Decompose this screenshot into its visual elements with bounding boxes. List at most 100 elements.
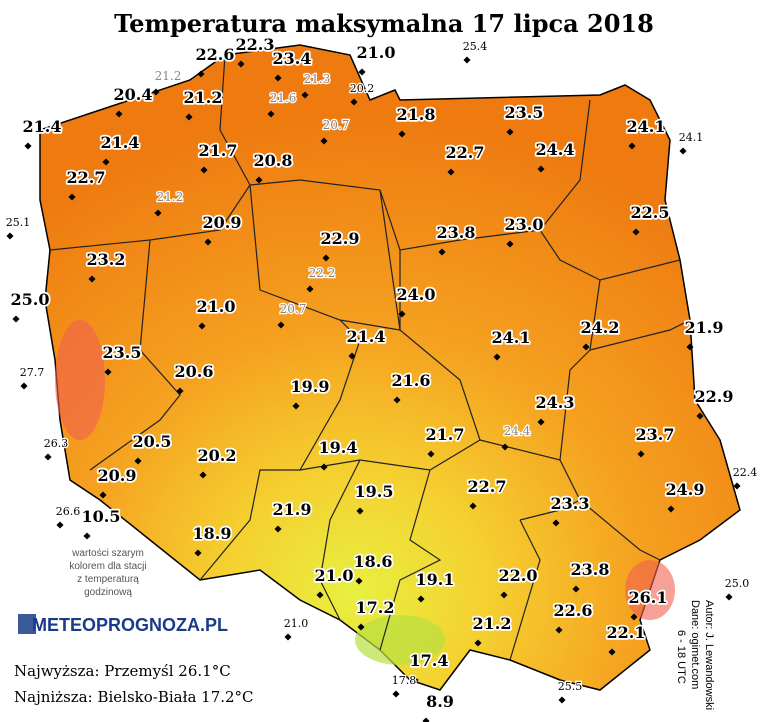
station-dot xyxy=(358,68,366,76)
station-value: 24.1 xyxy=(627,117,666,136)
station-dot xyxy=(348,352,356,360)
logo-icon xyxy=(18,614,36,634)
station-dot xyxy=(393,396,401,404)
station-dot xyxy=(154,209,162,217)
station-dot xyxy=(733,482,741,490)
note-line: wartości szarym xyxy=(71,548,144,559)
station-value: 23.0 xyxy=(505,215,544,234)
station-dot xyxy=(667,505,675,513)
station-value: 21.4 xyxy=(23,117,62,136)
station-dot xyxy=(572,585,580,593)
station-dot xyxy=(447,168,455,176)
station-dot xyxy=(24,142,32,150)
station-value: 25.0 xyxy=(725,577,750,590)
station-value: 23.4 xyxy=(273,49,312,68)
station-dot xyxy=(630,613,638,621)
map-title: Temperatura maksymalna 17 lipca 2018 xyxy=(114,9,654,38)
station-dot xyxy=(628,142,636,150)
station-dot xyxy=(88,275,96,283)
min-info: Najniższa: Bielsko-Biała 17.2°C xyxy=(14,688,254,706)
station-dot xyxy=(537,418,545,426)
station-dot xyxy=(696,412,704,420)
station-value: 24.3 xyxy=(536,393,575,412)
station-value: 23.5 xyxy=(103,343,142,362)
station-dot xyxy=(474,639,482,647)
station-dot xyxy=(398,130,406,138)
station-dot xyxy=(274,74,282,82)
station-value: 21.0 xyxy=(284,617,309,630)
station-value: 22.7 xyxy=(67,168,106,187)
station-dot xyxy=(398,310,406,318)
note-line: godzinową xyxy=(84,587,132,598)
credit: 6 - 18 UTC xyxy=(675,630,687,684)
station-dot xyxy=(427,450,435,458)
station-dot xyxy=(725,593,733,601)
station-value: 21.0 xyxy=(315,566,354,585)
station-value: 22.6 xyxy=(554,601,593,620)
station-value: 21.6 xyxy=(270,91,297,105)
station-dot xyxy=(204,238,212,246)
station-dot xyxy=(102,158,110,166)
station-value: 23.3 xyxy=(551,494,590,513)
station-value: 19.9 xyxy=(291,377,330,396)
station-value: 22.2 xyxy=(309,266,336,280)
station-value: 27.7 xyxy=(20,366,45,379)
station-value: 23.8 xyxy=(571,560,610,579)
station-value: 19.5 xyxy=(355,482,394,501)
station-dot xyxy=(277,321,285,329)
station-dot xyxy=(555,626,563,634)
station-dot xyxy=(422,717,430,722)
station-dot xyxy=(493,353,501,361)
country-shape xyxy=(39,44,741,691)
station-value: 20.5 xyxy=(133,432,172,451)
note-line: z temperaturą xyxy=(77,574,139,585)
station-value: 22.9 xyxy=(695,387,734,406)
station-dot xyxy=(199,471,207,479)
logo: METEOPROGNOZA.PL xyxy=(32,615,228,635)
station-value: 23.8 xyxy=(437,223,476,242)
station-value: 22.7 xyxy=(446,143,485,162)
station-dot xyxy=(68,193,76,201)
region-borders xyxy=(49,54,691,661)
station-dot xyxy=(316,591,324,599)
station-value: 22.0 xyxy=(499,566,538,585)
station-dot xyxy=(320,463,328,471)
station-dot xyxy=(552,519,560,527)
station-dot xyxy=(185,113,193,121)
station-dot xyxy=(56,521,64,529)
station-value: 21.4 xyxy=(101,133,140,152)
station-dot xyxy=(83,532,91,540)
station-dot xyxy=(198,322,206,330)
station-value: 21.9 xyxy=(273,500,312,519)
station-value: 10.5 xyxy=(82,507,121,526)
station-value: 21.7 xyxy=(426,425,465,444)
station-dot xyxy=(194,549,202,557)
station-value: 21.2 xyxy=(473,614,512,633)
station-dot xyxy=(176,387,184,395)
station-value: 18.6 xyxy=(354,552,393,571)
station-value: 21.0 xyxy=(197,297,236,316)
station-value: 26.3 xyxy=(44,437,69,450)
station-dot xyxy=(104,368,112,376)
station-value: 24.0 xyxy=(397,285,436,304)
station-value: 20.7 xyxy=(280,302,307,316)
station-dot xyxy=(558,696,566,704)
credit: Dane: ogimet.com xyxy=(689,600,701,689)
station-dot xyxy=(44,453,52,461)
station-dot xyxy=(255,176,263,184)
station-value: 25.1 xyxy=(6,216,31,229)
station-value: 17.8 xyxy=(392,674,417,687)
station-dot xyxy=(152,88,160,96)
note: wartości szarym kolorem dla stacji z tem… xyxy=(69,548,146,598)
station-dot xyxy=(292,402,300,410)
station-value: 22.3 xyxy=(236,35,275,54)
station-value: 21.8 xyxy=(397,105,436,124)
station-dot xyxy=(200,166,208,174)
station-dot xyxy=(20,382,28,390)
station-value: 21.2 xyxy=(155,69,182,83)
station-dot xyxy=(301,91,309,99)
station-dot xyxy=(500,591,508,599)
station-value: 22.5 xyxy=(631,203,670,222)
station-value: 24.4 xyxy=(504,424,531,438)
